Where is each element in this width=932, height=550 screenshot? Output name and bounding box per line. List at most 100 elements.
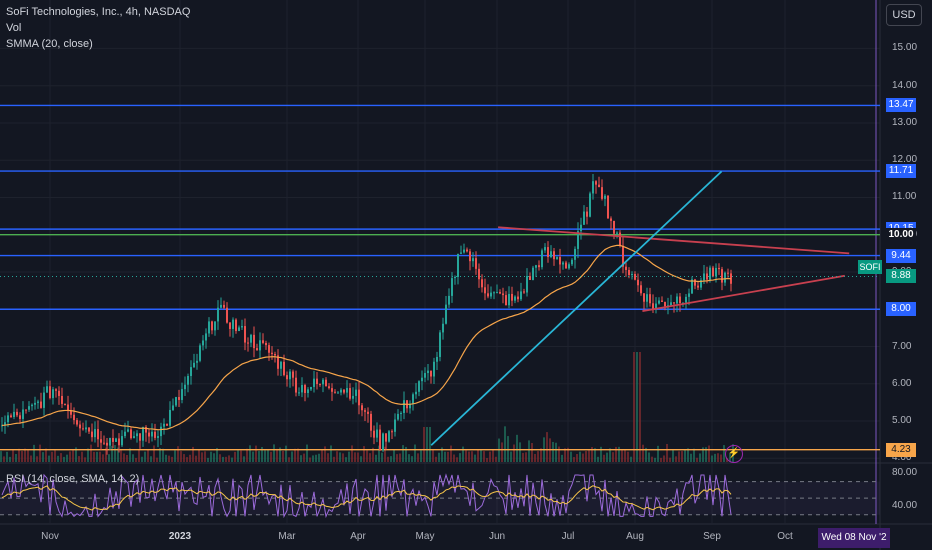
candle-body: [358, 389, 360, 406]
candle-body: [46, 386, 48, 393]
candle-body: [349, 388, 351, 399]
chart-title: SoFi Technologies, Inc., 4h, NASDAQ: [6, 6, 191, 18]
candle-body: [256, 348, 258, 351]
volume-bar: [300, 455, 302, 462]
volume-bar: [606, 452, 608, 462]
volume-bar: [42, 452, 44, 462]
candle-body: [13, 411, 15, 418]
candle-body: [622, 245, 624, 267]
candle-body: [127, 429, 129, 432]
currency-button[interactable]: USD: [886, 4, 922, 26]
volume-bar: [159, 448, 161, 462]
candle-body: [52, 389, 54, 399]
candle-body: [601, 187, 603, 199]
candle-body: [535, 265, 537, 268]
volume-bar: [357, 452, 359, 462]
candle-body: [94, 429, 96, 438]
candle-body: [97, 429, 99, 440]
volume-bar: [492, 449, 494, 462]
time-tick-label: Oct: [777, 531, 793, 542]
volume-bar: [447, 451, 449, 462]
candle-body: [160, 426, 162, 437]
candle-body: [34, 402, 36, 405]
volume-bar: [702, 447, 704, 462]
volume-bar: [330, 445, 332, 462]
candle-body: [682, 302, 684, 304]
volume-bar: [15, 454, 17, 462]
volume-bar: [114, 445, 116, 462]
candle-body: [265, 342, 267, 346]
candle-body: [199, 345, 201, 361]
volume-bar: [21, 451, 23, 462]
volume-bar: [588, 450, 590, 462]
volume-bar: [483, 451, 485, 462]
candle-body: [604, 195, 606, 199]
candle-body: [130, 429, 132, 439]
candle-body: [16, 411, 18, 416]
candle-body: [235, 319, 237, 332]
volume-bar: [39, 444, 41, 462]
candle-body: [556, 257, 558, 260]
volume-bar: [153, 445, 155, 462]
candle-body: [352, 395, 354, 399]
volume-bar: [474, 454, 476, 462]
candle-body: [511, 293, 513, 301]
volume-bar: [591, 446, 593, 462]
time-tick-label: Nov: [41, 531, 59, 542]
volume-bar: [564, 448, 566, 462]
volume-bar: [561, 454, 563, 462]
volume-bar: [534, 453, 536, 462]
volume-bar: [294, 448, 296, 462]
volume-bar: [174, 450, 176, 462]
volume-bar: [384, 446, 386, 462]
lightning-icon[interactable]: ⚡: [725, 445, 743, 463]
volume-bar: [126, 454, 128, 462]
candle-body: [196, 360, 198, 363]
candle-body: [589, 193, 591, 217]
candle-body: [103, 442, 105, 444]
candle-body: [445, 304, 447, 324]
candle-body: [637, 279, 639, 286]
volume-bar: [366, 450, 368, 462]
volume-bar: [699, 453, 701, 462]
candle-body: [202, 340, 204, 346]
candle-body: [289, 371, 291, 380]
volume-bar: [522, 452, 524, 462]
price-tick-label: 13.00: [892, 116, 918, 128]
volume-bar: [321, 449, 323, 462]
volume-bar: [261, 446, 263, 462]
candle-body: [7, 415, 9, 423]
candle-body: [577, 231, 579, 249]
volume-bar: [630, 456, 632, 462]
candle-body: [64, 403, 66, 405]
candle-body: [634, 273, 636, 280]
candle-body: [343, 389, 345, 393]
candle-body: [4, 422, 6, 426]
price-tick-label: 15.00: [892, 42, 918, 54]
volume-bar: [516, 434, 518, 462]
candle-body: [262, 340, 264, 343]
candle-body: [244, 326, 246, 343]
volume-bar: [594, 448, 596, 462]
volume-bar: [72, 449, 74, 462]
trendline: [498, 226, 850, 255]
candle-body: [259, 340, 261, 351]
volume-bar: [309, 457, 311, 462]
candle-body: [397, 413, 399, 420]
candle-body: [88, 427, 90, 432]
candle-body: [574, 248, 576, 260]
candle-body: [211, 321, 213, 331]
volume-bar: [528, 440, 530, 462]
volume-bar: [597, 456, 599, 462]
candle-body: [142, 427, 144, 441]
volume-bar: [66, 454, 68, 462]
candle-body: [136, 433, 138, 437]
candle-body: [301, 385, 303, 393]
time-tick-label: Apr: [350, 531, 366, 542]
candle-body: [652, 303, 654, 310]
volume-bar: [213, 453, 215, 462]
candle-body: [715, 267, 717, 277]
candle-body: [247, 342, 249, 344]
candle-body: [676, 296, 678, 304]
